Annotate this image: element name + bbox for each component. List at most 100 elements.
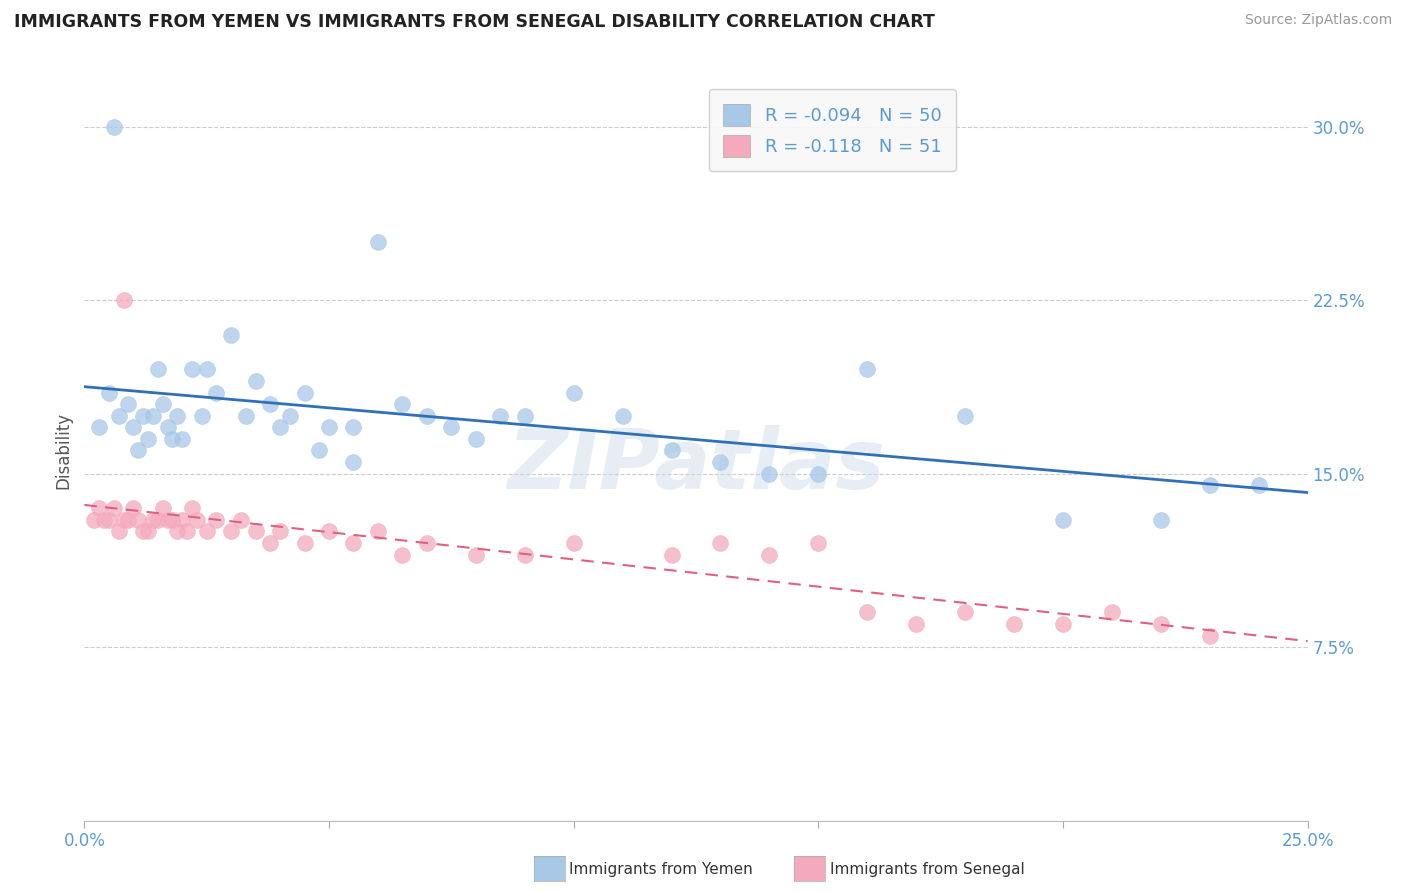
Point — [308, 443, 330, 458]
Point — [122, 420, 145, 434]
Point — [186, 513, 208, 527]
Point — [1052, 513, 1074, 527]
Point — [342, 420, 364, 434]
Point — [162, 513, 184, 527]
Point — [856, 362, 879, 376]
Point — [856, 606, 879, 620]
Point — [122, 501, 145, 516]
Point — [83, 513, 105, 527]
Point — [709, 536, 731, 550]
Point — [1150, 513, 1173, 527]
Point — [107, 409, 129, 423]
Point — [172, 432, 194, 446]
Point — [156, 420, 179, 434]
Point — [162, 432, 184, 446]
Point — [259, 397, 281, 411]
Point — [132, 524, 155, 539]
Point — [269, 420, 291, 434]
Text: Source: ZipAtlas.com: Source: ZipAtlas.com — [1244, 13, 1392, 28]
Point — [367, 235, 389, 250]
Point — [172, 513, 194, 527]
Point — [205, 385, 228, 400]
Point — [136, 432, 159, 446]
Point — [1002, 617, 1025, 632]
Point — [181, 362, 204, 376]
Point — [156, 513, 179, 527]
Point — [152, 397, 174, 411]
Point — [367, 524, 389, 539]
Point — [195, 362, 218, 376]
Point — [464, 432, 486, 446]
Point — [117, 513, 139, 527]
Point — [294, 385, 316, 400]
Point — [661, 443, 683, 458]
Point — [259, 536, 281, 550]
Point — [807, 467, 830, 481]
Point — [87, 420, 110, 434]
Point — [1150, 617, 1173, 632]
Point — [953, 409, 976, 423]
Point — [107, 524, 129, 539]
Point — [489, 409, 512, 423]
Point — [661, 548, 683, 562]
Point — [294, 536, 316, 550]
Point — [127, 443, 149, 458]
Point — [1101, 606, 1123, 620]
Point — [127, 513, 149, 527]
Point — [195, 524, 218, 539]
Point — [142, 409, 165, 423]
Point — [112, 293, 135, 307]
Point — [1198, 478, 1220, 492]
Text: IMMIGRANTS FROM YEMEN VS IMMIGRANTS FROM SENEGAL DISABILITY CORRELATION CHART: IMMIGRANTS FROM YEMEN VS IMMIGRANTS FROM… — [14, 13, 935, 31]
Point — [117, 397, 139, 411]
Point — [146, 362, 169, 376]
Y-axis label: Disability: Disability — [55, 412, 73, 489]
Point — [112, 513, 135, 527]
Point — [205, 513, 228, 527]
Point — [416, 536, 439, 550]
Point — [245, 524, 267, 539]
Point — [391, 548, 413, 562]
Point — [235, 409, 257, 423]
Point — [103, 120, 125, 134]
Point — [166, 409, 188, 423]
Point — [166, 524, 188, 539]
Point — [1198, 628, 1220, 642]
Text: Immigrants from Senegal: Immigrants from Senegal — [830, 863, 1025, 877]
Point — [146, 513, 169, 527]
Point — [278, 409, 301, 423]
Point — [905, 617, 928, 632]
Legend: R = -0.094   N = 50, R = -0.118   N = 51: R = -0.094 N = 50, R = -0.118 N = 51 — [709, 89, 956, 171]
Point — [269, 524, 291, 539]
Point — [758, 467, 780, 481]
Point — [612, 409, 634, 423]
Point — [136, 524, 159, 539]
Point — [219, 524, 242, 539]
Point — [229, 513, 252, 527]
Text: ZIPatlas: ZIPatlas — [508, 425, 884, 506]
Point — [318, 524, 340, 539]
Point — [416, 409, 439, 423]
Point — [391, 397, 413, 411]
Point — [132, 409, 155, 423]
Point — [152, 501, 174, 516]
Point — [1052, 617, 1074, 632]
Point — [181, 501, 204, 516]
Point — [97, 513, 120, 527]
Point — [245, 374, 267, 388]
Point — [807, 536, 830, 550]
Point — [513, 548, 536, 562]
Point — [342, 455, 364, 469]
Point — [142, 513, 165, 527]
Point — [176, 524, 198, 539]
Point — [219, 327, 242, 342]
Point — [1247, 478, 1270, 492]
Point — [97, 385, 120, 400]
Point — [87, 501, 110, 516]
Text: Immigrants from Yemen: Immigrants from Yemen — [569, 863, 754, 877]
Point — [562, 536, 585, 550]
Point — [93, 513, 115, 527]
Point — [758, 548, 780, 562]
Point — [562, 385, 585, 400]
Point — [191, 409, 214, 423]
